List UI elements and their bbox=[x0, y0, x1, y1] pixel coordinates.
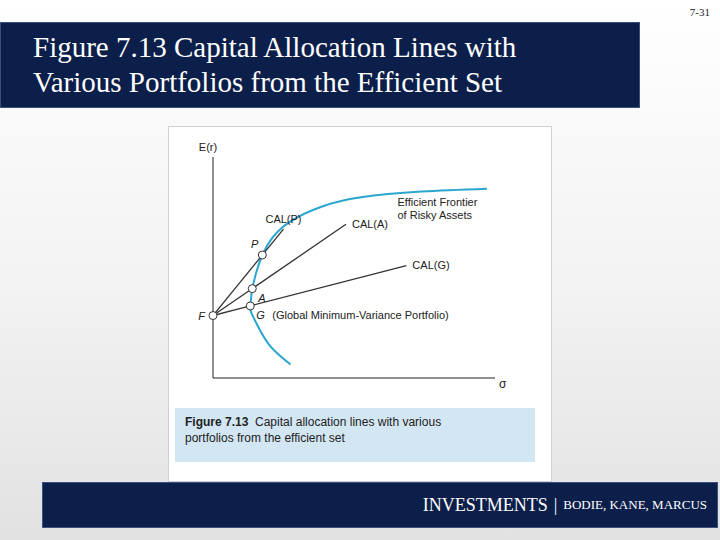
svg-text:P: P bbox=[251, 238, 259, 250]
svg-text:G: G bbox=[256, 309, 265, 321]
html-text:Figure 7.13 Capital Allocation: Figure 7.13 Capital Allocation Lines wit… bbox=[33, 31, 517, 63]
svg-text:(Global Minimum-Variance Portf: (Global Minimum-Variance Portfolio) bbox=[272, 309, 448, 321]
html-text:INVESTMENTS | BODIE, KANE, MAR: INVESTMENTS | BODIE, KANE, MARCUS bbox=[422, 494, 707, 515]
svg-text:A: A bbox=[257, 292, 265, 304]
html-text:Figure 7.13: Figure 7.13 bbox=[185, 415, 249, 429]
svg-text:CAL(G): CAL(G) bbox=[412, 259, 449, 271]
svg-text:CAL(A): CAL(A) bbox=[352, 218, 388, 230]
svg-text:F: F bbox=[198, 310, 206, 322]
html-text:Capital allocation lines with: Capital allocation lines with various bbox=[255, 415, 442, 429]
svg-text:σ: σ bbox=[499, 377, 507, 390]
svg-text:CAL(P): CAL(P) bbox=[265, 213, 301, 225]
svg-text:Efficient Frontierof Risky Ass: Efficient Frontierof Risky Assets bbox=[397, 196, 477, 221]
html-text:Various Portfolios from the Ef: Various Portfolios from the Efficient Se… bbox=[33, 66, 502, 98]
html-text:portfolios from the efficient: portfolios from the efficient set bbox=[185, 431, 345, 445]
svg-text:E(r): E(r) bbox=[199, 141, 217, 153]
html-text:7-31: 7-31 bbox=[689, 6, 710, 18]
